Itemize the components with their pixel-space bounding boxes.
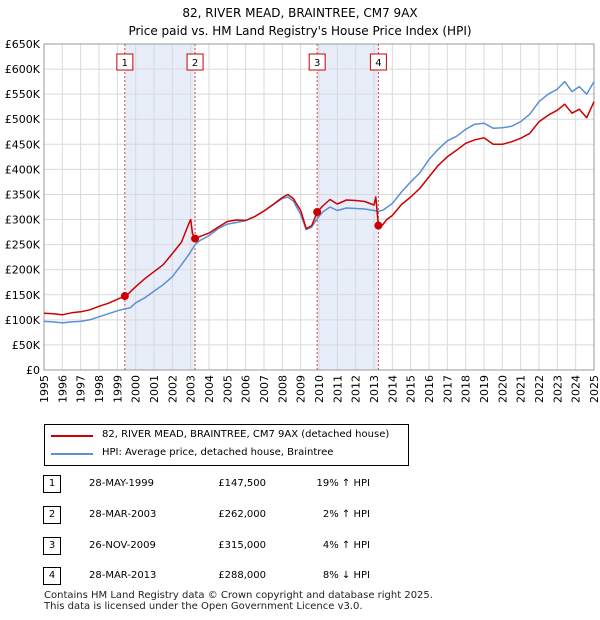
series-line — [43, 101, 595, 316]
legend: 82, RIVER MEAD, BRAINTREE, CM7 9AX (deta… — [44, 424, 409, 466]
price-chart: 1 2 3 4 £0 £50K £100K £150K £200K £250K £300K £350K… — [5, 38, 600, 403]
y-tick-label: £600K — [5, 63, 41, 76]
chart-title: 82, RIVER MEAD, BRAINTREE, CM7 9AX — [182, 6, 418, 20]
x-tick-label: 2021 — [515, 375, 528, 403]
transaction-date: 28-MAY-1999 — [89, 478, 155, 489]
x-tick-label: 2001 — [148, 375, 161, 403]
x-tick-label: 2003 — [185, 375, 198, 403]
x-tick-label: 2019 — [478, 375, 491, 403]
sale-point — [313, 208, 322, 217]
transaction-number-badge: 1 — [43, 475, 61, 493]
y-tick-label: £450K — [5, 138, 41, 151]
transaction-hpi-change: 8% ↓ HPI — [322, 570, 370, 581]
x-tick-label: 2007 — [258, 375, 271, 403]
y-tick-label: £100K — [5, 314, 41, 327]
transaction-number-badge: 3 — [43, 537, 61, 555]
x-tick-label: 2016 — [423, 375, 436, 403]
x-tick-label: 2023 — [551, 375, 564, 403]
sale-period-shading — [317, 44, 379, 370]
x-tick-label: 2018 — [460, 375, 473, 403]
plot-border — [43, 43, 595, 371]
x-tick-label: 2011 — [331, 375, 344, 403]
transaction-row: 3 26-NOV-2009 £315,000 4% ↑ HPI — [0, 537, 600, 557]
x-tick-label: 2014 — [386, 375, 399, 403]
transaction-row: 4 28-MAR-2013 £288,000 8% ↓ HPI — [0, 567, 600, 587]
y-tick-label: £0 — [26, 364, 40, 377]
x-tick-label: 2010 — [313, 375, 326, 403]
x-tick-label: 2013 — [368, 375, 381, 403]
legend-swatch-hpi — [51, 453, 93, 455]
x-tick-label: 1996 — [56, 375, 69, 403]
series-line — [43, 80, 595, 324]
transaction-price: £315,000 — [218, 540, 266, 551]
sale-marker-label: 2 — [192, 58, 198, 69]
y-tick-label: £350K — [5, 188, 41, 201]
x-tick-label: 2025 — [588, 375, 600, 403]
sale-point — [191, 234, 200, 243]
legend-swatch-property — [51, 435, 93, 437]
sale-marker-label: 4 — [375, 58, 381, 69]
transaction-hpi-change: 4% ↑ HPI — [322, 540, 370, 551]
transaction-price: £288,000 — [218, 570, 266, 581]
x-tick-label: 2004 — [203, 375, 216, 403]
footer-license: This data is licensed under the Open Gov… — [44, 601, 363, 612]
x-tick-label: 2017 — [441, 375, 454, 403]
transaction-date: 26-NOV-2009 — [89, 540, 156, 551]
footer-copyright: Contains HM Land Registry data © Crown c… — [44, 590, 433, 601]
transaction-row: 1 28-MAY-1999 £147,500 19% ↑ HPI — [0, 475, 600, 495]
chart-subtitle: Price paid vs. HM Land Registry's House … — [128, 24, 472, 38]
transaction-price: £147,500 — [218, 478, 266, 489]
x-tick-label: 2009 — [295, 375, 308, 403]
sale-point — [120, 292, 129, 301]
x-tick-label: 2005 — [221, 375, 234, 403]
transaction-price: £262,000 — [218, 509, 266, 520]
legend-label-hpi: HPI: Average price, detached house, Brai… — [102, 447, 334, 458]
x-tick-label: 2008 — [276, 375, 289, 403]
sale-marker-badge — [369, 53, 387, 71]
y-tick-label: £400K — [5, 163, 41, 176]
x-tick-label: 2012 — [350, 375, 363, 403]
transaction-date: 28-MAR-2013 — [89, 570, 157, 581]
transaction-number-badge: 4 — [43, 567, 61, 585]
sale-marker-label: 3 — [314, 58, 320, 69]
y-tick-label: £650K — [5, 38, 41, 51]
transaction-hpi-change: 2% ↑ HPI — [322, 509, 370, 520]
x-tick-label: 2024 — [570, 375, 583, 403]
x-tick-label: 1997 — [75, 375, 88, 403]
sale-point — [374, 221, 383, 230]
x-tick-label: 2020 — [496, 375, 509, 403]
y-tick-label: £200K — [5, 264, 41, 277]
transaction-row: 2 28-MAR-2003 £262,000 2% ↑ HPI — [0, 506, 600, 526]
x-tick-label: 2015 — [405, 375, 418, 403]
x-tick-label: 1998 — [93, 375, 106, 403]
sale-marker-badge — [308, 53, 326, 71]
x-tick-label: 2000 — [130, 375, 143, 403]
x-tick-label: 1995 — [38, 375, 51, 403]
x-tick-label: 1999 — [111, 375, 124, 403]
sale-marker-badge — [116, 53, 134, 71]
legend-label-property: 82, RIVER MEAD, BRAINTREE, CM7 9AX (deta… — [102, 429, 390, 440]
sale-marker-label: 1 — [122, 58, 128, 69]
y-tick-label: £550K — [5, 88, 41, 101]
y-tick-label: £250K — [5, 239, 41, 252]
sale-marker-badge — [186, 53, 204, 71]
x-tick-label: 2006 — [240, 375, 253, 403]
y-tick-label: £300K — [5, 214, 41, 227]
x-tick-label: 2022 — [533, 375, 546, 403]
y-tick-label: £500K — [5, 113, 41, 126]
y-tick-label: £50K — [12, 339, 41, 352]
transaction-number-badge: 2 — [43, 506, 61, 524]
x-tick-label: 2002 — [166, 375, 179, 403]
transaction-date: 28-MAR-2003 — [89, 509, 157, 520]
transaction-hpi-change: 19% ↑ HPI — [316, 478, 370, 489]
y-tick-label: £150K — [5, 289, 41, 302]
sale-period-shading — [124, 44, 196, 370]
